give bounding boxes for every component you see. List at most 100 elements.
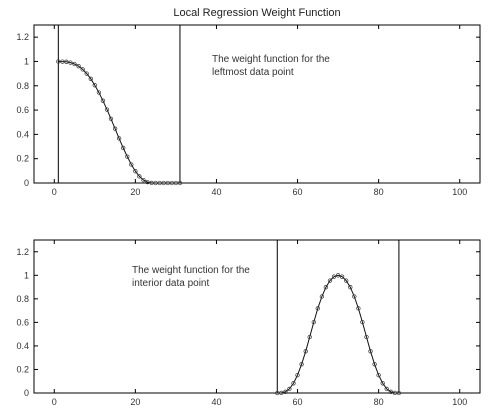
panel-2: 0 20 40 60 80 100 0 0.2 0.4 0.6 0.8 1 1.2 The weight … — [16, 239, 481, 407]
data-point — [161, 180, 166, 186]
data-point — [364, 334, 369, 340]
data-point — [100, 98, 106, 103]
y-tick-label: 1 — [24, 270, 29, 280]
y-tick-label: 0 — [24, 388, 29, 398]
data-point — [376, 372, 381, 378]
data-point — [177, 180, 183, 186]
data-point — [291, 381, 296, 386]
data-point — [116, 136, 122, 141]
y-tick-label: 0.2 — [16, 364, 29, 374]
data-point — [60, 59, 65, 64]
y-tick-label: 1.2 — [16, 32, 29, 42]
data-point — [92, 83, 97, 88]
data-point — [275, 390, 280, 396]
x-tick-label: 0 — [52, 397, 57, 407]
data-point — [141, 177, 146, 183]
data-point — [307, 334, 312, 340]
data-point — [72, 61, 77, 67]
x-tick-label: 20 — [130, 397, 140, 407]
data-point — [372, 362, 377, 367]
data-point — [388, 389, 393, 394]
x-tick-label: 20 — [130, 187, 140, 197]
data-point — [392, 390, 398, 396]
data-point — [327, 278, 333, 283]
weight-curve — [58, 61, 180, 184]
data-point — [173, 180, 179, 186]
x-tick-label: 80 — [374, 397, 384, 407]
data-point — [96, 90, 102, 95]
data-point — [108, 116, 114, 122]
x-tick-label: 60 — [293, 397, 303, 407]
data-point — [56, 59, 61, 64]
data-point — [157, 180, 162, 186]
chart-title: Local Regression Weight Function — [173, 7, 340, 19]
data-point — [339, 274, 345, 279]
plot-area — [33, 239, 481, 394]
data-point — [283, 389, 288, 394]
data-point — [319, 294, 325, 299]
data-point — [88, 76, 93, 81]
x-tick-label: 40 — [211, 187, 221, 197]
data-point — [169, 180, 175, 186]
data-point — [360, 319, 365, 325]
data-point — [112, 126, 118, 131]
panel-1: 0 20 40 60 80 100 0 0.2 0.4 0.6 0.8 1 1.2 The weight … — [16, 24, 481, 197]
data-point — [295, 372, 300, 378]
data-point — [287, 386, 292, 392]
x-tick-label: 80 — [374, 187, 384, 197]
annotation-line: interior data point — [132, 278, 209, 289]
y-tick-label: 1.2 — [16, 247, 29, 257]
data-point — [331, 274, 337, 279]
data-point — [384, 386, 389, 392]
x-tick-label: 100 — [452, 397, 467, 407]
data-point — [279, 390, 284, 396]
data-point — [68, 60, 73, 65]
y-tick-label: 0.6 — [16, 317, 29, 327]
data-point — [129, 162, 134, 167]
data-point — [311, 319, 316, 325]
data-point — [149, 180, 154, 186]
y-tick-label: 0.2 — [16, 154, 29, 164]
data-point — [335, 273, 341, 278]
y-tick-label: 0.8 — [16, 294, 29, 304]
data-point — [64, 59, 69, 64]
weight-curve — [277, 274, 399, 394]
data-point — [153, 180, 158, 186]
y-tick-label: 0.4 — [16, 341, 29, 351]
data-point — [368, 349, 373, 354]
data-point — [303, 349, 308, 354]
annotation-line: The weight function for the — [212, 54, 330, 65]
data-point — [125, 154, 130, 159]
data-point — [348, 285, 353, 290]
data-point — [80, 67, 85, 72]
data-point — [121, 145, 126, 151]
data-point — [299, 362, 304, 367]
data-point — [84, 71, 89, 76]
data-point — [323, 285, 329, 290]
y-tick-label: 0.8 — [16, 81, 29, 91]
data-point — [396, 390, 402, 396]
data-point — [133, 169, 138, 174]
plot-area — [33, 24, 481, 184]
data-point — [315, 306, 320, 311]
data-point — [352, 294, 357, 299]
data-point — [137, 174, 142, 179]
y-tick-label: 1 — [24, 56, 29, 66]
y-tick-label: 0 — [24, 178, 29, 188]
data-point — [165, 180, 170, 186]
data-point — [344, 278, 349, 283]
y-tick-label: 0.6 — [16, 105, 29, 115]
annotation-line: The weight function for the — [132, 265, 250, 276]
data-point — [145, 179, 150, 185]
data-point — [380, 381, 385, 386]
x-tick-label: 100 — [452, 187, 467, 197]
data-point — [104, 107, 110, 112]
data-point — [76, 64, 81, 69]
x-tick-label: 60 — [293, 187, 303, 197]
x-tick-label: 40 — [211, 397, 221, 407]
y-tick-label: 0.4 — [16, 129, 29, 139]
x-tick-label: 0 — [52, 187, 57, 197]
data-point — [356, 306, 361, 311]
